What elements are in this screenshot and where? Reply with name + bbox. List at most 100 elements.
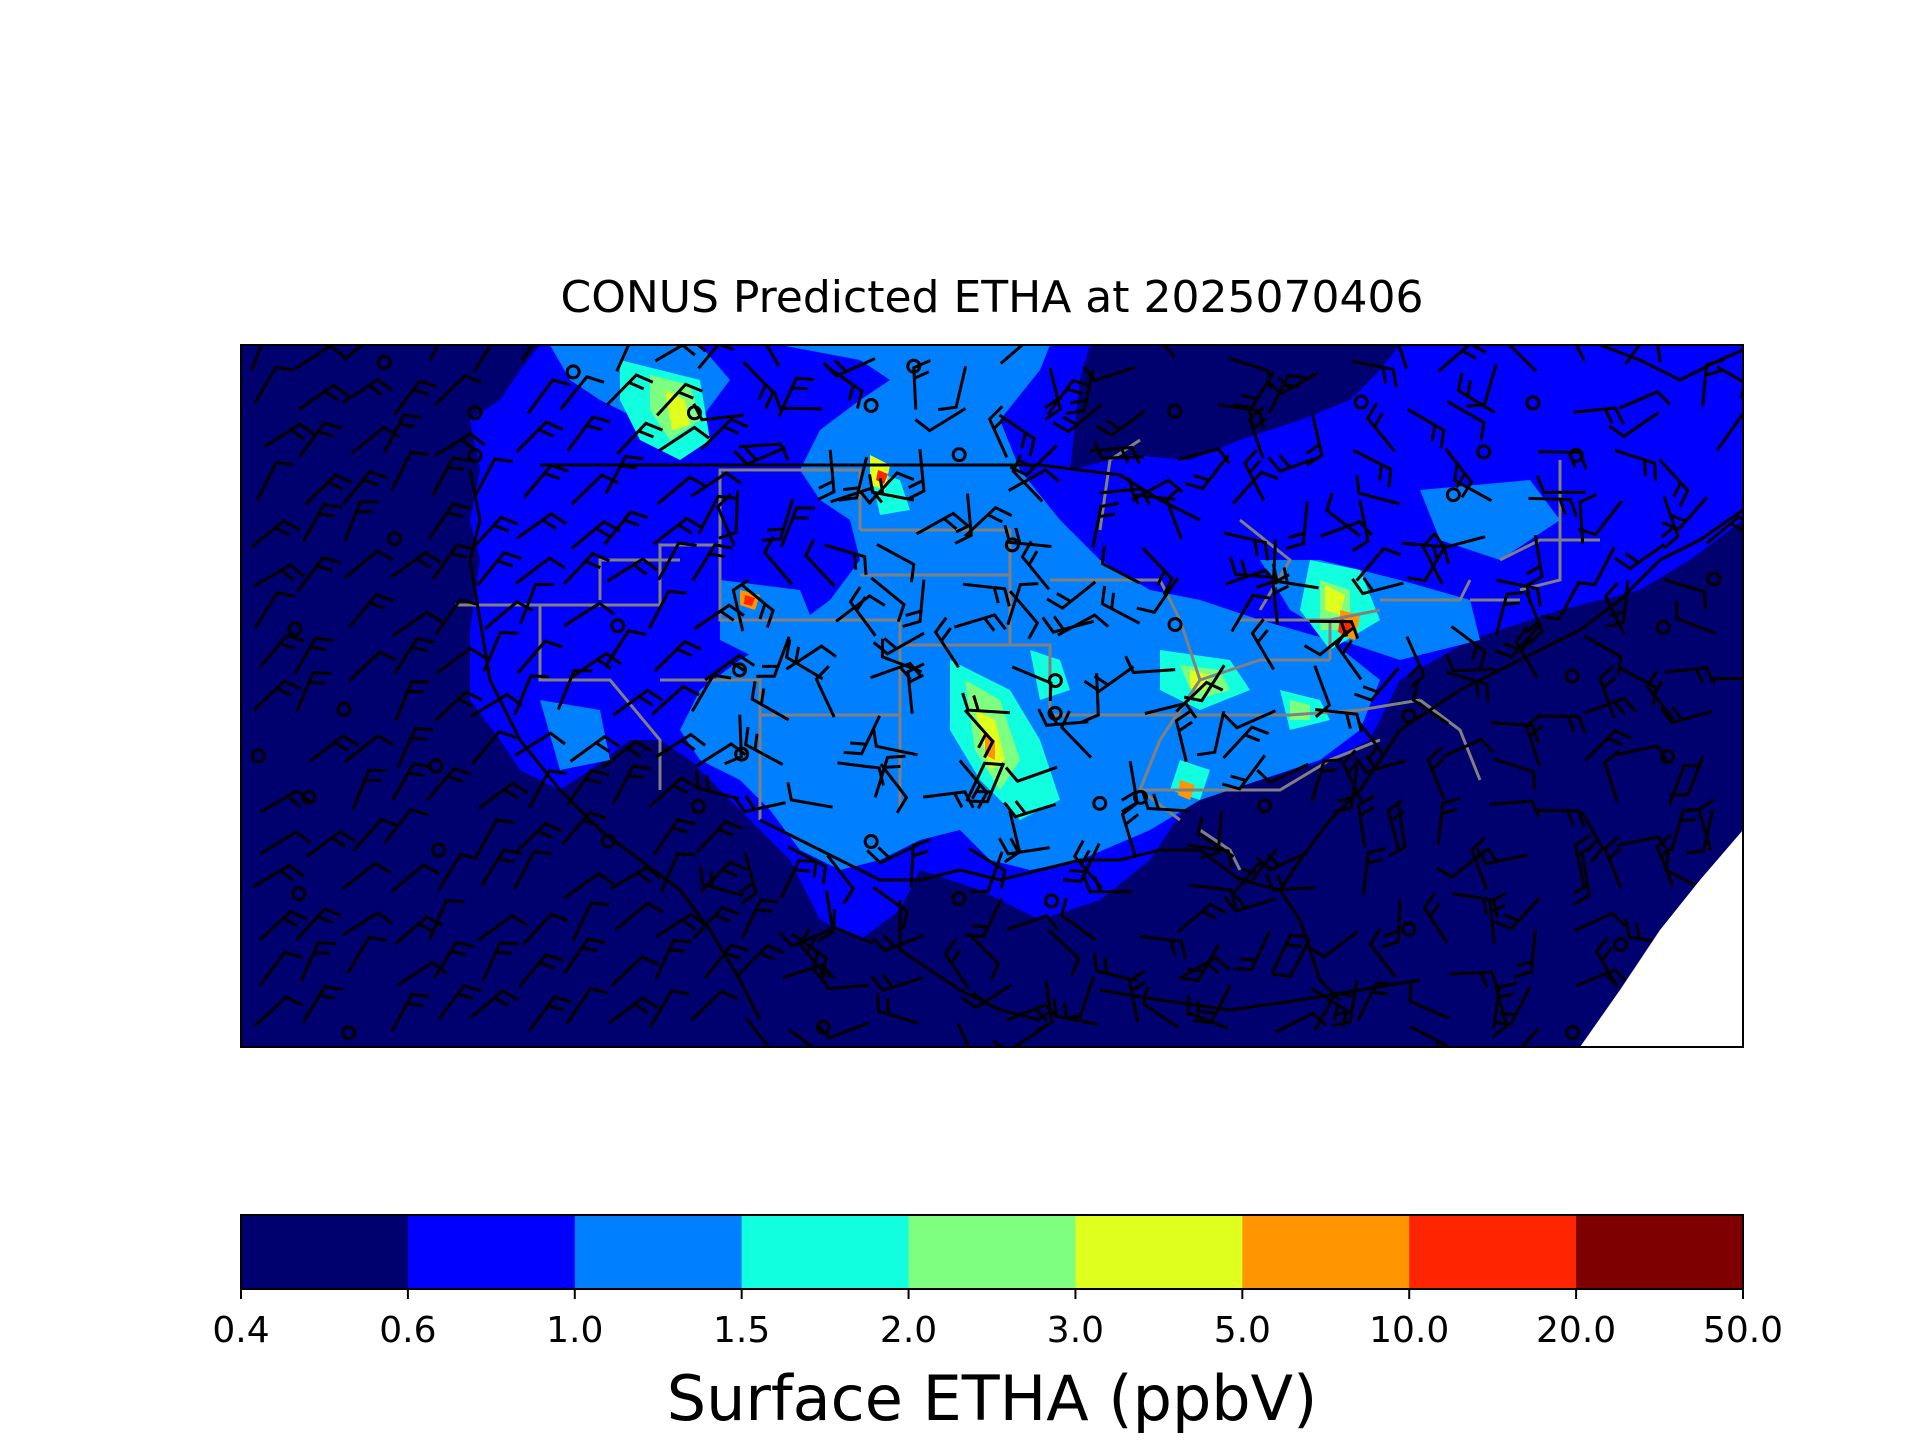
wind-barb (1127, 477, 1176, 501)
wind-barb (1701, 358, 1725, 407)
wind-barb (296, 555, 341, 593)
wind-barb (521, 912, 569, 946)
wind-barb (295, 671, 332, 712)
wind-barb (987, 405, 1009, 459)
calm-marker (301, 790, 317, 806)
wind-barb (1656, 345, 1662, 363)
wind-barb (563, 601, 615, 628)
wind-barb (998, 413, 1036, 457)
wind-barb (431, 456, 471, 496)
wind-barb (1124, 655, 1176, 675)
wind-barb (657, 541, 697, 581)
wind-barb (787, 845, 828, 885)
wind-barb (569, 734, 621, 763)
wind-barb (1006, 582, 1039, 626)
wind-barb (788, 1028, 815, 1047)
wind-barb (308, 734, 360, 763)
wind-barb (871, 933, 925, 953)
wind-barb (1525, 534, 1544, 587)
wind-barb (516, 639, 563, 675)
wind-barb (434, 598, 479, 635)
wind-barb (1093, 441, 1144, 460)
wind-barb (744, 1017, 771, 1047)
wind-barb (873, 754, 906, 798)
wind-barb (826, 854, 856, 905)
wind-barb (1222, 725, 1270, 760)
wind-barb (434, 690, 483, 722)
wind-barb (1573, 911, 1627, 933)
colorbar-segment (407, 1215, 576, 1289)
colorbar-segment (574, 1215, 743, 1289)
wind-barb (1645, 670, 1675, 721)
wind-barb (1230, 862, 1277, 898)
wind-barb (305, 829, 357, 858)
colorbar-tick-label: 1.0 (546, 1310, 604, 1351)
wind-barb (612, 764, 652, 805)
wind-barb (838, 456, 869, 502)
wind-barb (302, 502, 343, 543)
wind-barb (915, 511, 969, 536)
wind-barb (870, 576, 906, 623)
wind-barb (1444, 447, 1474, 499)
wind-barb (1598, 665, 1617, 719)
wind-barb (654, 938, 692, 980)
colorbar-segment (1075, 1215, 1243, 1289)
wind-barb (1004, 765, 1058, 783)
wind-barb (738, 442, 790, 461)
wind-barb (1453, 462, 1493, 503)
wind-barb (1334, 629, 1363, 681)
wind-barb (1541, 581, 1581, 621)
wind-barb (433, 432, 486, 457)
calm-marker (1564, 668, 1580, 684)
wind-barb (969, 851, 1004, 894)
wind-barb (1605, 580, 1630, 629)
wind-barb (254, 995, 303, 1027)
colorbar-ticks (240, 1289, 1744, 1299)
wind-barb (1357, 720, 1386, 771)
wind-barb (1011, 454, 1044, 503)
wind-barb (1060, 710, 1093, 759)
colorbar-segment (241, 1215, 409, 1289)
wind-barb (434, 373, 483, 406)
wind-barb (341, 378, 394, 405)
wind-barb (352, 817, 399, 852)
map-frame (240, 344, 1744, 1048)
wind-barb (1408, 983, 1450, 1020)
wind-barb (1661, 496, 1680, 550)
wind-barb (1388, 805, 1407, 858)
wind-barb (1576, 546, 1616, 587)
wind-barb (690, 673, 732, 713)
wind-barb (481, 941, 519, 982)
colorbar-tick-label: 0.4 (212, 1310, 270, 1351)
wind-barb (1256, 762, 1309, 785)
wind-barb (965, 761, 1003, 802)
wind-barb (1271, 573, 1290, 625)
wind-barb (1062, 842, 1101, 883)
wind-barb (299, 941, 337, 982)
wind-barb (694, 770, 740, 801)
wind-barb (695, 819, 743, 854)
wind-barb (1250, 618, 1275, 671)
wind-barb (1494, 624, 1541, 659)
map-field (241, 345, 1743, 1047)
wind-barb (822, 357, 876, 378)
wind-barb (1200, 810, 1223, 860)
wind-barb (969, 762, 1006, 804)
calm-marker (1167, 403, 1183, 419)
wind-barb (762, 498, 795, 542)
wind-barb (1444, 653, 1496, 673)
calm-marker (863, 397, 879, 413)
wind-barb (692, 403, 744, 422)
wind-barb (253, 591, 296, 630)
colorbar-segment (908, 1215, 1076, 1289)
wind-barb (778, 928, 832, 948)
wind-barb (346, 935, 388, 975)
wind-barb (1233, 848, 1279, 884)
colorbar-tick-label: 5.0 (1213, 1310, 1271, 1351)
wind-barb (478, 781, 529, 810)
wind-barb (515, 556, 566, 585)
wind-barb (1351, 359, 1398, 388)
wind-barb (604, 454, 644, 495)
wind-barb (1536, 808, 1586, 829)
calm-marker (610, 618, 626, 634)
